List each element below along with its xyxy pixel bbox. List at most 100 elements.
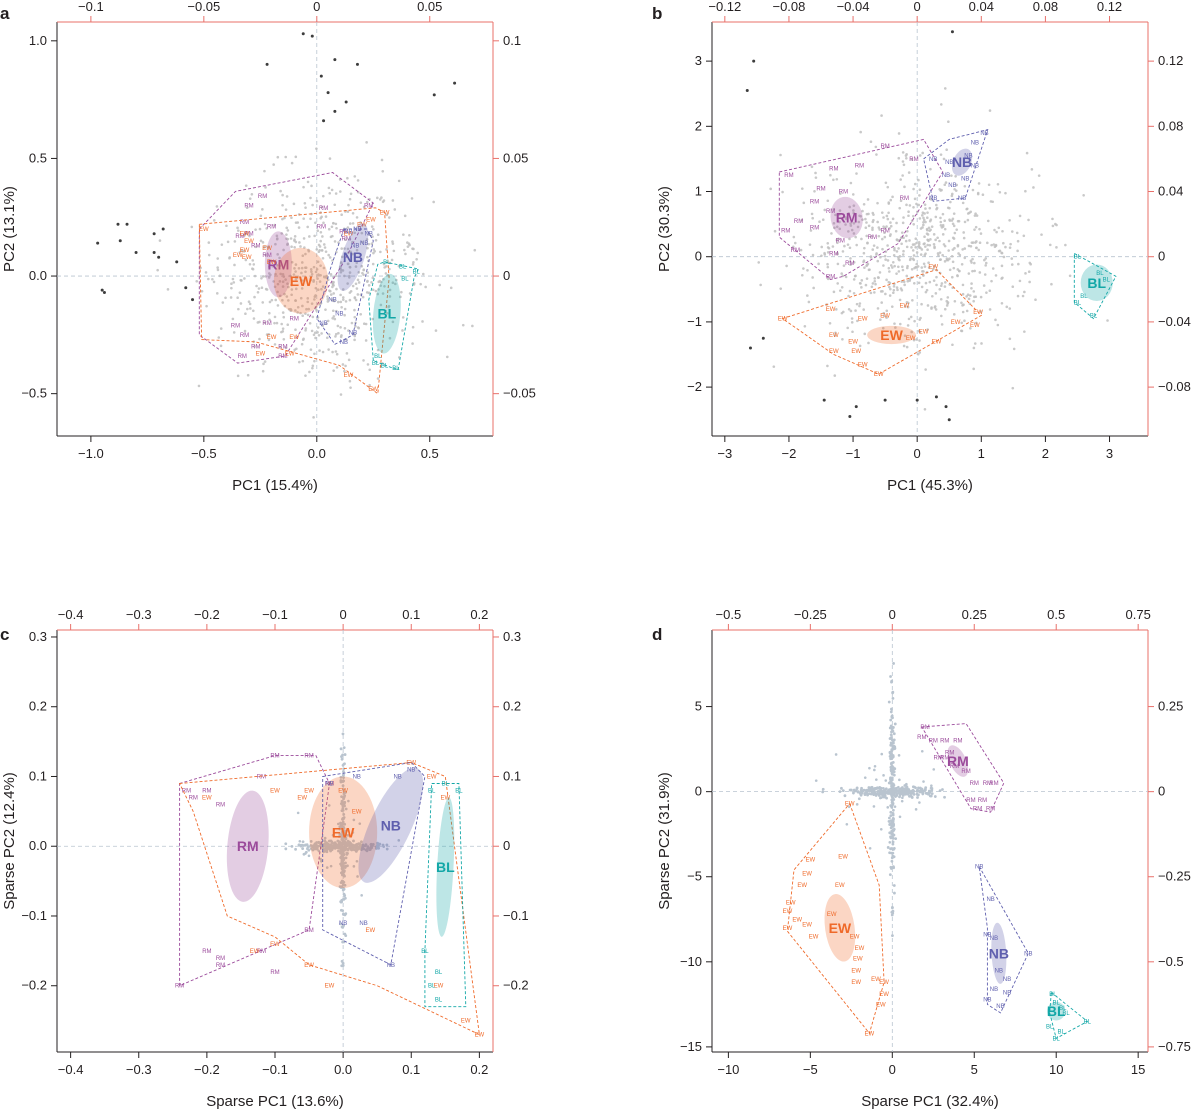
loading-point <box>257 287 261 290</box>
loading-point <box>421 272 425 276</box>
loading-point <box>911 785 915 789</box>
loading-point <box>887 211 890 215</box>
loading-point <box>377 288 380 291</box>
sample-label: RM <box>251 243 260 249</box>
loading-point <box>330 188 334 192</box>
loading-point <box>354 298 358 302</box>
loading-point <box>965 295 968 298</box>
loading-point <box>844 223 847 226</box>
loading-point <box>987 183 991 187</box>
loading-point <box>412 281 416 285</box>
loading-point <box>873 765 877 768</box>
loading-point <box>384 272 388 275</box>
loading-point <box>902 216 905 219</box>
loading-point <box>300 843 304 847</box>
sample-label: EW <box>270 788 280 794</box>
outlier-point <box>344 100 348 104</box>
loading-point <box>863 266 866 269</box>
loading-point <box>304 852 307 855</box>
loading-point <box>929 238 932 241</box>
loading-point <box>317 273 320 276</box>
loading-point <box>975 321 978 325</box>
loading-point <box>859 282 862 285</box>
loading-point <box>353 175 357 178</box>
loading-point <box>852 232 856 235</box>
sample-label: RM <box>917 735 926 741</box>
sample-label: EW <box>880 313 890 319</box>
loading-point <box>304 843 307 847</box>
loading-point <box>973 214 977 217</box>
sample-label: NB <box>325 781 333 787</box>
loading-point <box>215 292 219 295</box>
loading-point <box>353 315 357 319</box>
loading-point <box>283 292 286 296</box>
loading-point <box>294 155 298 159</box>
loading-point <box>301 338 305 342</box>
loading-point <box>858 344 862 348</box>
loading-point <box>979 232 983 235</box>
centroid-label: EW <box>290 273 313 289</box>
loading-point <box>268 311 271 315</box>
loading-point <box>290 288 294 291</box>
loading-point <box>849 224 853 227</box>
loading-point <box>362 268 365 272</box>
loading-point <box>283 304 287 308</box>
loading-point <box>346 176 349 180</box>
loading-point <box>986 219 990 223</box>
sample-label: EW <box>461 1019 471 1025</box>
loading-point <box>318 349 321 352</box>
loading-point <box>907 214 910 218</box>
loading-point <box>856 319 859 323</box>
loading-point <box>893 248 896 252</box>
loading-point <box>922 270 925 273</box>
loading-point <box>963 220 967 224</box>
sample-label: BL <box>435 998 443 1004</box>
outlier-point <box>752 59 756 63</box>
loading-point <box>356 847 360 851</box>
loading-point <box>314 270 318 274</box>
loading-point <box>977 182 981 185</box>
loading-point <box>841 250 845 253</box>
loading-point <box>892 818 895 821</box>
loading-point <box>156 268 159 272</box>
outlier-point <box>848 414 852 418</box>
loading-point <box>892 732 896 736</box>
loading-point <box>934 215 938 219</box>
loading-point <box>274 242 277 246</box>
sample-label: RM <box>986 807 995 813</box>
loading-point <box>368 848 372 851</box>
sample-label: NB <box>995 968 1003 974</box>
loading-point <box>254 245 258 249</box>
loading-point <box>368 233 371 236</box>
loading-point <box>967 297 971 301</box>
loading-point <box>865 264 868 268</box>
loading-point <box>304 312 307 315</box>
loading-point <box>847 307 851 311</box>
loading-point <box>928 243 932 247</box>
loading-point <box>383 284 386 288</box>
top-tick-label: −0.4 <box>58 607 84 622</box>
loading-point <box>893 322 896 325</box>
loading-point <box>779 287 783 290</box>
loading-point <box>977 248 980 252</box>
loading-point <box>844 217 848 221</box>
loading-point <box>901 265 904 268</box>
sample-label: NB <box>964 154 972 160</box>
sample-label: EW <box>970 323 980 329</box>
loading-point <box>969 244 973 248</box>
loading-point <box>333 203 337 207</box>
loading-point <box>390 258 394 262</box>
loading-point <box>924 290 928 294</box>
loading-point <box>953 299 957 303</box>
sample-label: RM <box>175 984 184 990</box>
loading-point <box>268 265 271 269</box>
loading-point <box>334 845 338 848</box>
loading-point <box>320 215 323 219</box>
loading-point <box>875 252 878 255</box>
sample-label: EW <box>366 928 376 934</box>
sample-label: RM <box>339 229 348 235</box>
y-axis-label: Sparse PC2 (12.4%) <box>1 772 18 910</box>
loading-point <box>327 227 331 231</box>
loading-point <box>326 300 330 303</box>
